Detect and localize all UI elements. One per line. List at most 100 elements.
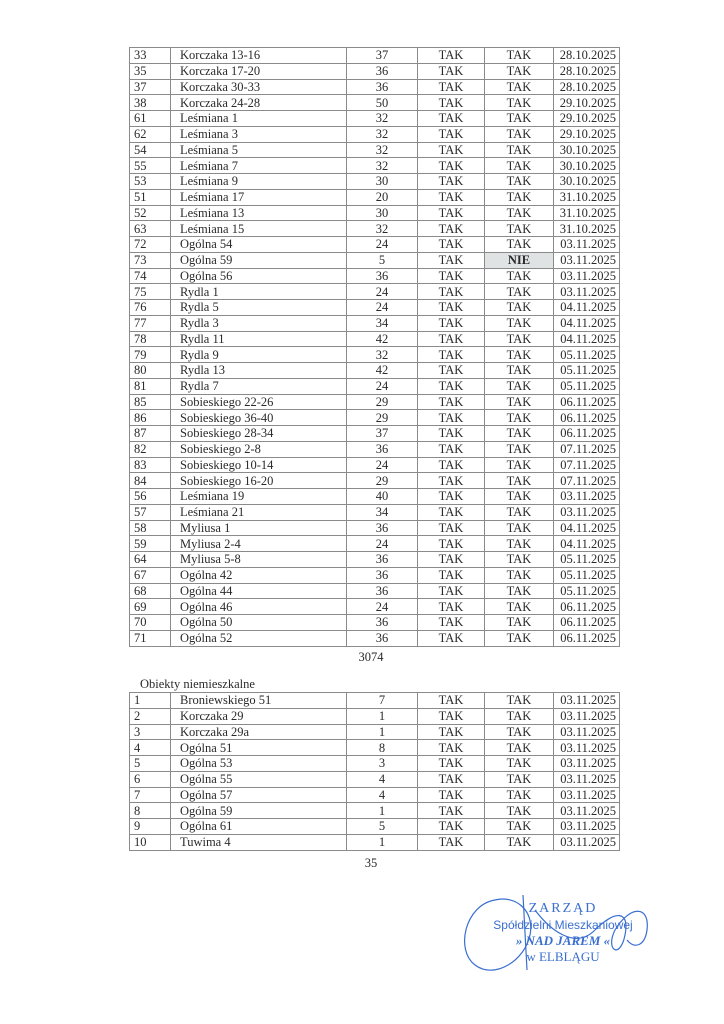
cell-address: Leśmiana 7	[170, 157, 347, 174]
cell-check-2: TAK	[484, 267, 554, 285]
cell-check-1: TAK	[417, 236, 485, 253]
table-row: 57 Leśmiana 21 34 TAK TAK 03.11.2025	[129, 503, 620, 521]
cell-date: 03.11.2025	[553, 488, 620, 505]
cell-date: 06.11.2025	[553, 409, 620, 426]
cell-check-1: TAK	[417, 377, 485, 395]
cell-date: 06.11.2025	[553, 425, 620, 442]
cell-date: 07.11.2025	[553, 440, 620, 458]
cell-check-1: TAK	[417, 94, 485, 111]
cell-row-number: 64	[129, 551, 171, 568]
cell-check-2: TAK	[484, 409, 554, 426]
cell-row-number: 51	[129, 188, 171, 206]
cell-row-number: 61	[129, 110, 171, 127]
cell-check-2: TAK	[484, 723, 554, 741]
cell-check-1: TAK	[417, 582, 485, 600]
cell-date: 05.11.2025	[553, 582, 620, 600]
cell-date: 30.10.2025	[553, 157, 620, 174]
cell-check-1: TAK	[417, 472, 485, 489]
table-row: 9 Ogólna 61 5 TAK TAK 03.11.2025	[129, 818, 620, 835]
cell-date: 03.11.2025	[553, 739, 620, 756]
table-row: 54 Leśmiana 5 32 TAK TAK 30.10.2025	[129, 141, 620, 159]
cell-row-number: 57	[129, 503, 171, 521]
cell-unit-count: 36	[346, 267, 418, 285]
cell-address: Rydla 13	[170, 362, 347, 379]
cell-date: 06.11.2025	[553, 614, 620, 631]
cell-unit-count: 24	[346, 236, 418, 253]
cell-date: 03.11.2025	[553, 267, 620, 285]
cell-unit-count: 4	[346, 786, 418, 804]
table-row: 61 Leśmiana 1 32 TAK TAK 29.10.2025	[129, 110, 620, 127]
table-row: 8 Ogólna 59 1 TAK TAK 03.11.2025	[129, 802, 620, 819]
cell-address: Leśmiana 15	[170, 220, 347, 237]
cell-address: Sobieskiego 36-40	[170, 409, 347, 426]
cell-row-number: 53	[129, 173, 171, 190]
cell-unit-count: 37	[346, 425, 418, 442]
cell-check-1: TAK	[417, 707, 485, 725]
cell-check-2: TAK	[484, 472, 554, 489]
cell-check-1: TAK	[417, 173, 485, 190]
cell-date: 05.11.2025	[553, 346, 620, 363]
residential-buildings-table: 33 Korczaka 13-16 37 TAK TAK 28.10.2025 35 Korc…	[129, 47, 620, 647]
cell-check-2: TAK	[484, 566, 554, 584]
cell-address: Myliusa 5-8	[170, 551, 347, 568]
cell-date: 03.11.2025	[553, 723, 620, 741]
cell-check-2: TAK	[484, 770, 554, 788]
cell-row-number: 62	[129, 125, 171, 143]
cell-check-2: TAK	[484, 47, 554, 64]
cell-check-1: TAK	[417, 409, 485, 426]
table-row: 51 Leśmiana 17 20 TAK TAK 31.10.2025	[129, 188, 620, 206]
cell-address: Ogólna 57	[170, 786, 347, 804]
cell-date: 04.11.2025	[553, 314, 620, 332]
cell-unit-count: 32	[346, 157, 418, 174]
table-row: 81 Rydla 7 24 TAK TAK 05.11.2025	[129, 377, 620, 395]
cell-check-1: TAK	[417, 614, 485, 631]
cell-address: Ogólna 46	[170, 598, 347, 615]
cell-row-number: 69	[129, 598, 171, 615]
cell-row-number: 56	[129, 488, 171, 505]
stamp-line-4: w ELBLĄGU	[526, 949, 600, 964]
cell-check-2: TAK	[484, 299, 554, 316]
cell-check-2: TAK	[484, 110, 554, 127]
cell-date: 28.10.2025	[553, 78, 620, 96]
table-row: 72 Ogólna 54 24 TAK TAK 03.11.2025	[129, 236, 620, 253]
cell-check-1: TAK	[417, 220, 485, 237]
cell-date: 28.10.2025	[553, 62, 620, 80]
cell-unit-count: 24	[346, 377, 418, 395]
cell-date: 03.11.2025	[553, 786, 620, 804]
table-row: 63 Leśmiana 15 32 TAK TAK 31.10.2025	[129, 220, 620, 237]
table-row: 67 Ogólna 42 36 TAK TAK 05.11.2025	[129, 566, 620, 584]
cell-row-number: 54	[129, 141, 171, 159]
table-row: 4 Ogólna 51 8 TAK TAK 03.11.2025	[129, 739, 620, 756]
cell-row-number: 67	[129, 566, 171, 584]
cell-check-2: TAK	[484, 739, 554, 756]
cell-check-2: TAK	[484, 629, 554, 647]
cell-check-1: TAK	[417, 440, 485, 458]
cell-row-number: 1	[129, 692, 171, 709]
signature	[464, 894, 648, 971]
cell-check-1: TAK	[417, 110, 485, 127]
cell-check-2: TAK	[484, 78, 554, 96]
cell-check-2: TAK	[484, 377, 554, 395]
cell-address: Leśmiana 3	[170, 125, 347, 143]
cell-date: 03.11.2025	[553, 707, 620, 725]
cell-check-2: TAK	[484, 786, 554, 804]
table-row: 76 Rydla 5 24 TAK TAK 04.11.2025	[129, 299, 620, 316]
cell-unit-count: 50	[346, 94, 418, 111]
cell-address: Ogólna 54	[170, 236, 347, 253]
cell-unit-count: 1	[346, 707, 418, 725]
cell-check-2: TAK	[484, 220, 554, 237]
cell-unit-count: 36	[346, 551, 418, 568]
cell-address: Sobieskiego 10-14	[170, 456, 347, 474]
cell-check-2: TAK	[484, 755, 554, 772]
table-row: 5 Ogólna 53 3 TAK TAK 03.11.2025	[129, 755, 620, 772]
cell-check-1: TAK	[417, 330, 485, 348]
cell-check-1: TAK	[417, 629, 485, 647]
cell-unit-count: 1	[346, 723, 418, 741]
cell-date: 03.11.2025	[553, 755, 620, 772]
table-row: 37 Korczaka 30-33 36 TAK TAK 28.10.2025	[129, 78, 620, 96]
cell-address: Korczaka 24-28	[170, 94, 347, 111]
table-row: 1 Broniewskiego 51 7 TAK TAK 03.11.2025	[129, 692, 620, 709]
table-row: 77 Rydla 3 34 TAK TAK 04.11.2025	[129, 314, 620, 332]
cell-check-2: TAK	[484, 535, 554, 552]
table-row: 69 Ogólna 46 24 TAK TAK 06.11.2025	[129, 598, 620, 615]
